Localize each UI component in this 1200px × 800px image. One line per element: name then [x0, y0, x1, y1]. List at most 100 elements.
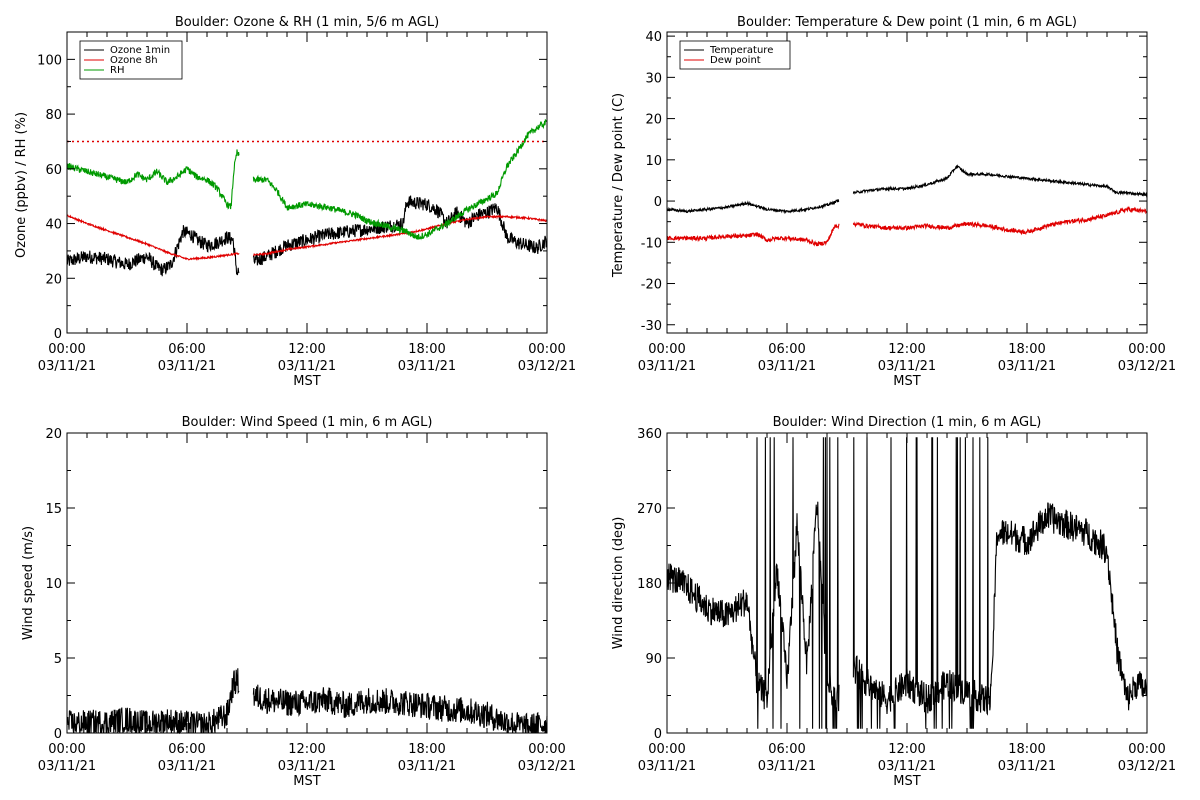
x-tick-label-time: 00:00	[648, 742, 685, 757]
y-tick-label: 0	[654, 195, 662, 210]
y-tick-label: 30	[645, 71, 662, 86]
y-tick-label: 10	[45, 577, 62, 592]
x-axis-label: MST	[893, 374, 920, 389]
x-tick-label-time: 18:00	[408, 742, 445, 757]
y-tick-label: -20	[641, 278, 662, 293]
y-tick-label: 270	[637, 502, 662, 517]
x-tick-label-date: 03/11/21	[758, 359, 816, 374]
x-tick-label-time: 12:00	[888, 742, 925, 757]
x-tick-label-time: 00:00	[648, 342, 685, 357]
plot-frame	[66, 432, 548, 734]
series-line-temperature	[666, 199, 840, 215]
wind-direction-panel: Boulder: Wind Direction (1 min, 6 m AGL)…	[611, 415, 1176, 789]
y-tick-label: 60	[45, 163, 62, 178]
y-tick-label: 0	[654, 727, 662, 742]
series-line-ozone-8h	[66, 214, 240, 262]
x-tick-label-time: 00:00	[528, 742, 565, 757]
x-tick-label-time: 18:00	[1008, 342, 1045, 357]
x-tick-label-time: 06:00	[768, 742, 805, 757]
y-tick-label: 10	[645, 154, 662, 169]
y-tick-label: 80	[45, 108, 62, 123]
series-line-rh	[66, 149, 240, 210]
x-tick-label-time: 06:00	[768, 342, 805, 357]
series-line-wspd	[252, 684, 548, 734]
x-tick-label-date: 03/11/21	[158, 759, 216, 774]
x-tick-label-date: 03/11/21	[638, 359, 696, 374]
y-tick-label: 20	[645, 113, 662, 128]
series-line-dew-point	[666, 223, 840, 247]
x-tick-label-date: 03/11/21	[278, 759, 336, 774]
y-tick-label: 40	[45, 218, 62, 233]
chart-title: Boulder: Ozone & RH (1 min, 5/6 m AGL)	[175, 15, 439, 30]
x-tick-label-date: 03/12/21	[1118, 359, 1176, 374]
y-tick-label: 360	[637, 427, 662, 442]
y-tick-label: 15	[45, 502, 62, 517]
legend-label: Temperature	[709, 45, 773, 56]
x-tick-label-date: 03/11/21	[878, 759, 936, 774]
y-tick-label: 20	[45, 272, 62, 287]
x-tick-label-date: 03/11/21	[398, 359, 456, 374]
series-line-ozone-1min	[66, 225, 240, 277]
x-tick-label-date: 03/11/21	[878, 359, 936, 374]
x-tick-label-date: 03/11/21	[278, 359, 336, 374]
y-axis-label: Wind speed (m/s)	[21, 526, 36, 640]
x-tick-label-date: 03/12/21	[518, 759, 576, 774]
y-axis-label: Ozone (ppbv) / RH (%)	[14, 112, 29, 258]
series-line-ozone-8h	[253, 213, 548, 257]
series-line-rh	[252, 118, 547, 241]
legend-label: Dew point	[710, 55, 761, 66]
x-tick-label-time: 06:00	[168, 742, 205, 757]
y-tick-label: 100	[37, 53, 62, 68]
x-tick-label-time: 00:00	[48, 342, 85, 357]
x-tick-label-time: 00:00	[1128, 342, 1165, 357]
y-tick-label: 90	[645, 652, 662, 667]
x-tick-label-date: 03/11/21	[38, 359, 96, 374]
x-axis-label: MST	[893, 774, 920, 789]
y-tick-label: -10	[641, 236, 662, 251]
chart-title: Boulder: Wind Direction (1 min, 6 m AGL)	[773, 415, 1042, 430]
chart-title: Boulder: Wind Speed (1 min, 6 m AGL)	[182, 415, 433, 430]
x-tick-label-time: 00:00	[1128, 742, 1165, 757]
legend-label: Ozone 8h	[110, 55, 158, 66]
y-tick-label: 20	[45, 427, 62, 442]
y-tick-label: 0	[54, 327, 62, 342]
x-tick-label-date: 03/11/21	[758, 759, 816, 774]
x-tick-label-time: 12:00	[288, 342, 325, 357]
ozone-rh-panel: Boulder: Ozone & RH (1 min, 5/6 m AGL) M…	[14, 15, 576, 389]
legend-label: RH	[110, 65, 124, 76]
y-tick-label: 0	[54, 727, 62, 742]
series-line-temperature	[852, 164, 1148, 198]
y-tick-label: 180	[637, 577, 662, 592]
series-line-wspd	[66, 668, 240, 735]
x-tick-label-time: 18:00	[408, 342, 445, 357]
x-tick-label-date: 03/11/21	[398, 759, 456, 774]
wind-speed-panel: Boulder: Wind Speed (1 min, 6 m AGL) MST…	[21, 415, 576, 789]
y-tick-label: -30	[641, 319, 662, 334]
x-tick-label-date: 03/12/21	[518, 359, 576, 374]
x-tick-label-time: 00:00	[48, 742, 85, 757]
x-tick-label-time: 18:00	[1008, 742, 1045, 757]
legend-label: Ozone 1min	[110, 45, 170, 56]
x-tick-label-time: 12:00	[888, 342, 925, 357]
y-axis-label: Wind direction (deg)	[611, 517, 626, 650]
x-axis-label: MST	[293, 774, 320, 789]
x-tick-label-date: 03/11/21	[158, 359, 216, 374]
x-axis-label: MST	[293, 374, 320, 389]
x-tick-label-time: 06:00	[168, 342, 205, 357]
x-tick-label-date: 03/11/21	[998, 359, 1056, 374]
x-tick-label-time: 00:00	[528, 342, 565, 357]
series-line-wdir	[666, 437, 840, 729]
series-line-wdir	[852, 437, 1148, 729]
chart-title: Boulder: Temperature & Dew point (1 min,…	[737, 15, 1077, 30]
x-tick-label-date: 03/11/21	[38, 759, 96, 774]
x-tick-label-date: 03/11/21	[998, 759, 1056, 774]
x-tick-label-date: 03/11/21	[638, 759, 696, 774]
temperature-dewpoint-panel: Boulder: Temperature & Dew point (1 min,…	[611, 15, 1176, 389]
y-axis-label: Temperature / Dew point (C)	[611, 93, 626, 278]
y-tick-label: 5	[54, 652, 62, 667]
y-tick-label: 40	[645, 30, 662, 45]
series-line-dew-point	[852, 205, 1148, 236]
legend-box	[679, 40, 791, 70]
x-tick-label-time: 12:00	[288, 742, 325, 757]
